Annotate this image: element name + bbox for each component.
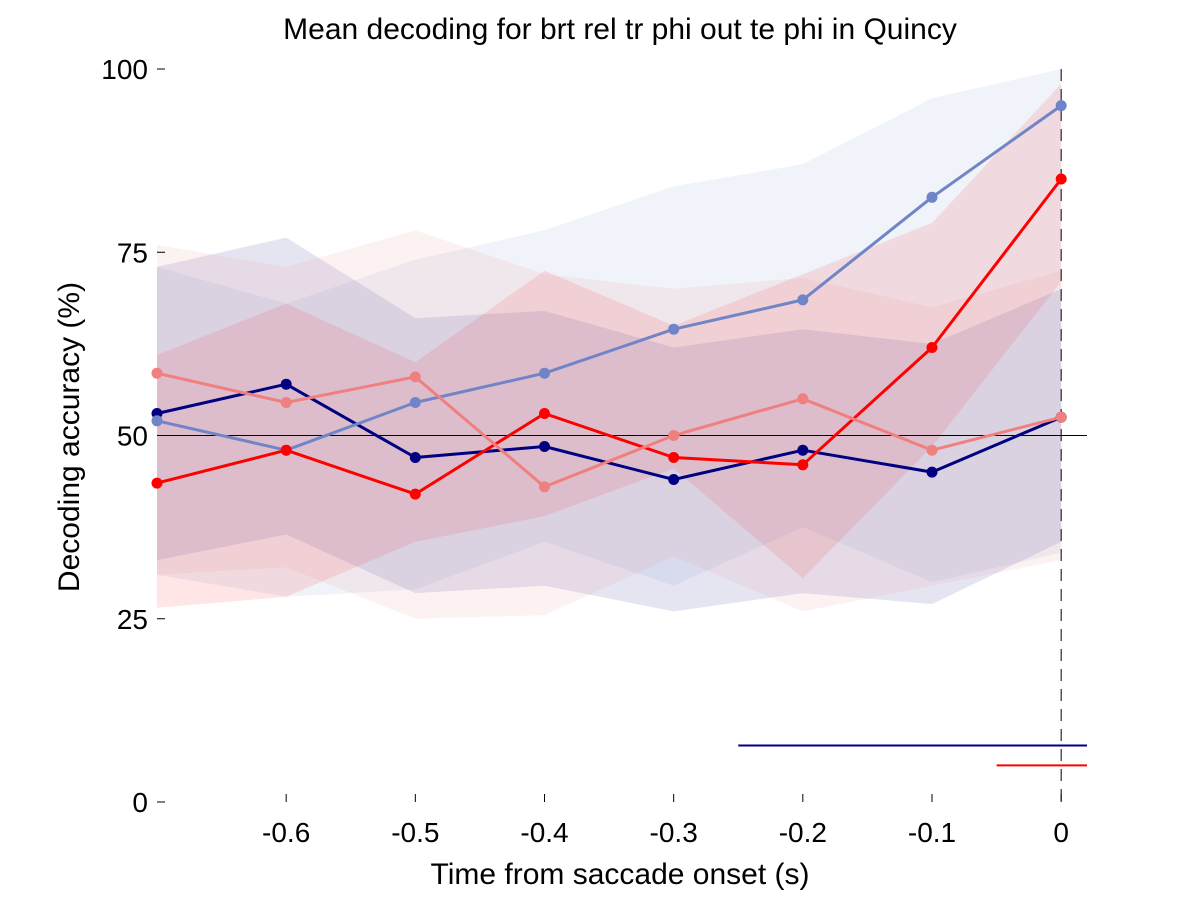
band-series-2: [157, 69, 1062, 597]
point-series-3: [926, 342, 938, 353]
point-series-4: [668, 430, 680, 441]
x-axis-label: Time from saccade onset (s): [431, 858, 810, 891]
series-lines: [156, 104, 1063, 496]
point-series-4: [280, 397, 292, 408]
x-tick-label: -0.4: [520, 817, 568, 848]
point-series-3: [1055, 173, 1067, 185]
line-series-1: [156, 382, 1062, 481]
point-series-1: [797, 444, 809, 456]
y-tick-label: 50: [117, 421, 148, 452]
x-tick-label: 0: [1053, 817, 1069, 848]
point-series-2: [668, 323, 680, 335]
band-series-4: [157, 230, 1062, 619]
point-series-1: [668, 474, 680, 485]
point-series-2: [409, 397, 421, 408]
point-series-4: [797, 393, 809, 405]
point-series-3: [539, 408, 550, 419]
line-series-3: [156, 178, 1063, 496]
point-series-2: [1055, 100, 1067, 112]
point-series-1: [280, 378, 292, 390]
point-series-1: [926, 466, 938, 478]
point-series-3: [280, 444, 292, 456]
point-series-1: [409, 452, 421, 463]
point-series-4: [409, 371, 421, 383]
point-series-3: [409, 488, 421, 500]
reference-lines: [157, 69, 1087, 802]
x-tick-label: -0.6: [262, 817, 310, 848]
point-series-4: [151, 367, 163, 379]
point-series-4: [1055, 411, 1067, 423]
x-tick-label: -0.5: [391, 817, 439, 848]
point-series-4: [926, 444, 938, 456]
x-tick-label: -0.1: [908, 817, 956, 848]
point-series-2: [151, 415, 163, 427]
significance-bars: [738, 744, 1087, 767]
line-series-4: [156, 371, 1062, 489]
point-series-2: [797, 294, 809, 306]
y-axis-label: Decoding accuracy (%): [53, 282, 86, 592]
point-series-3: [797, 459, 809, 471]
series-points: [151, 100, 1067, 500]
x-tick-label: -0.2: [779, 817, 827, 848]
band-series-3: [157, 83, 1062, 608]
y-tick-label: 25: [117, 604, 148, 635]
point-series-2: [926, 191, 938, 203]
y-tick-label: 100: [101, 54, 148, 85]
point-series-3: [151, 477, 163, 489]
line-series-2: [156, 104, 1063, 452]
chart-title: Mean decoding for brt rel tr phi out te …: [283, 13, 957, 46]
y-tick-label: 0: [132, 787, 148, 818]
point-series-2: [539, 367, 550, 379]
point-series-1: [539, 441, 550, 452]
y-tick-label: 75: [117, 237, 148, 268]
axes: -0.6 -0.5 -0.4 -0.3 -0.2 -0.1 0 0 25 50 75 100: [101, 54, 1069, 848]
band-series-1: [157, 237, 1062, 612]
confidence-bands: [157, 69, 1062, 619]
x-tick-label: -0.3: [650, 817, 698, 848]
point-series-4: [539, 481, 550, 493]
point-series-3: [668, 452, 680, 463]
